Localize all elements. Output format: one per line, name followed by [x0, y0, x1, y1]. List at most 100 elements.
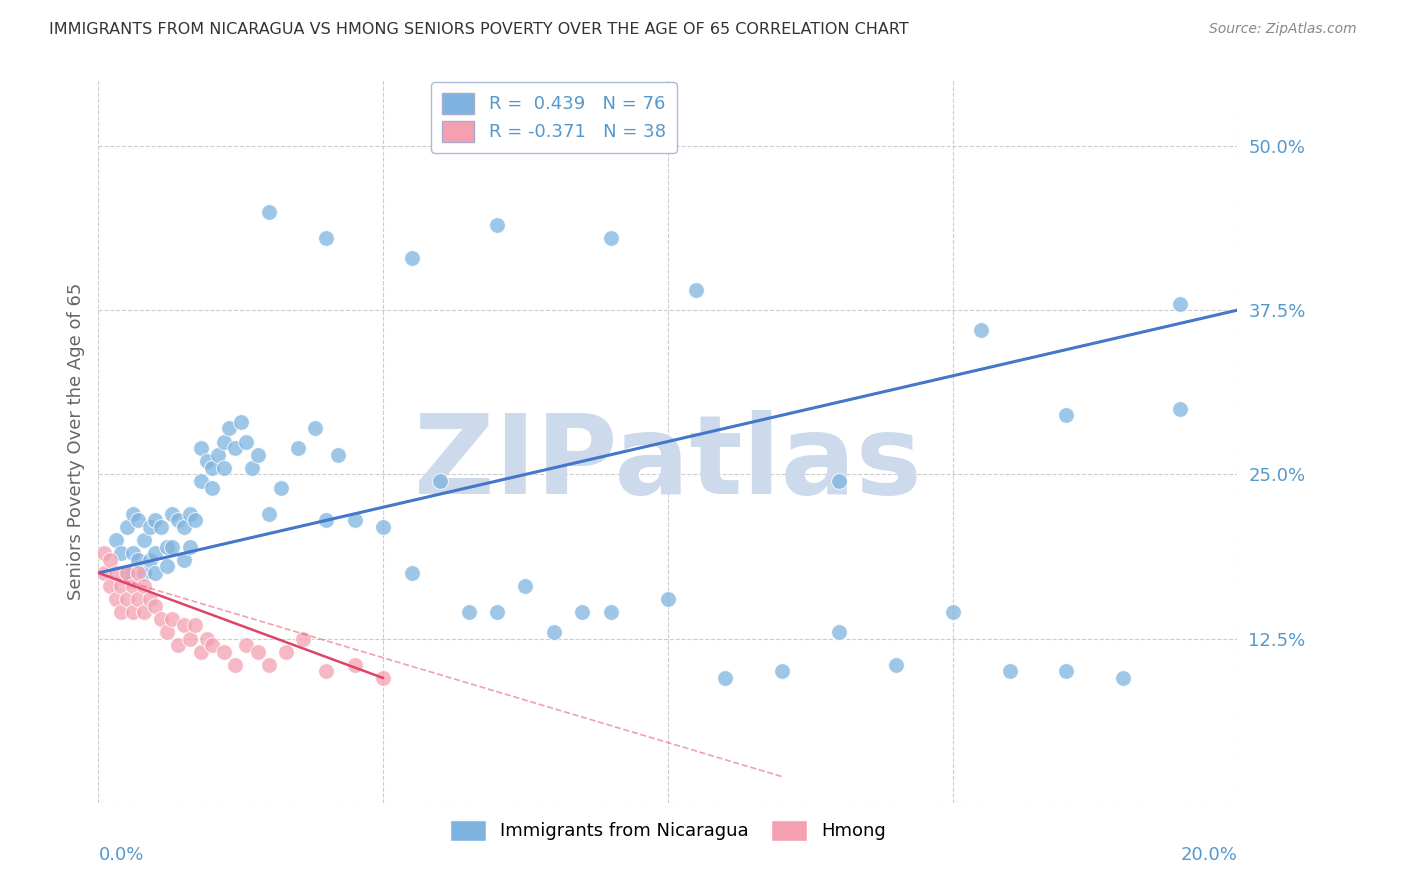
Point: [145, 513, 167, 527]
Point: [162, 540, 184, 554]
Point: [115, 566, 138, 580]
Point: [162, 507, 184, 521]
Point: [343, 513, 366, 527]
Point: [104, 592, 127, 607]
Point: [1112, 671, 1135, 685]
Point: [343, 657, 366, 672]
Point: [212, 434, 235, 449]
Point: [173, 618, 195, 632]
Point: [486, 218, 509, 232]
Point: [179, 507, 201, 521]
Point: [98, 579, 121, 593]
Point: [246, 448, 269, 462]
Point: [224, 441, 246, 455]
Text: 0.0%: 0.0%: [98, 847, 143, 864]
Point: [156, 559, 179, 574]
Text: IMMIGRANTS FROM NICARAGUA VS HMONG SENIORS POVERTY OVER THE AGE OF 65 CORRELATIO: IMMIGRANTS FROM NICARAGUA VS HMONG SENIO…: [49, 22, 908, 37]
Point: [714, 671, 737, 685]
Point: [145, 599, 167, 613]
Point: [828, 625, 851, 640]
Point: [150, 520, 173, 534]
Text: Source: ZipAtlas.com: Source: ZipAtlas.com: [1209, 22, 1357, 37]
Point: [93, 566, 115, 580]
Point: [132, 579, 155, 593]
Point: [201, 460, 224, 475]
Point: [190, 474, 212, 488]
Point: [229, 415, 252, 429]
Point: [770, 665, 793, 679]
Point: [942, 605, 965, 619]
Point: [543, 625, 565, 640]
Point: [190, 441, 212, 455]
Point: [138, 520, 160, 534]
Point: [104, 566, 127, 580]
Point: [127, 566, 149, 580]
Point: [287, 441, 309, 455]
Point: [828, 474, 851, 488]
Point: [218, 421, 240, 435]
Point: [184, 618, 207, 632]
Point: [315, 513, 337, 527]
Point: [167, 513, 190, 527]
Point: [315, 231, 337, 245]
Point: [127, 592, 149, 607]
Point: [110, 605, 132, 619]
Point: [167, 638, 190, 652]
Point: [115, 520, 138, 534]
Point: [201, 481, 224, 495]
Point: [98, 553, 121, 567]
Text: ZIPatlas: ZIPatlas: [413, 409, 922, 516]
Point: [179, 540, 201, 554]
Point: [184, 513, 207, 527]
Point: [156, 625, 179, 640]
Point: [145, 546, 167, 560]
Point: [600, 231, 623, 245]
Point: [121, 579, 143, 593]
Point: [201, 638, 224, 652]
Point: [150, 612, 173, 626]
Point: [195, 632, 218, 646]
Point: [401, 566, 423, 580]
Point: [110, 546, 132, 560]
Text: 20.0%: 20.0%: [1181, 847, 1237, 864]
Point: [1170, 296, 1192, 310]
Point: [93, 546, 115, 560]
Legend: Immigrants from Nicaragua, Hmong: Immigrants from Nicaragua, Hmong: [443, 813, 893, 848]
Point: [304, 421, 326, 435]
Point: [401, 251, 423, 265]
Point: [110, 579, 132, 593]
Point: [457, 605, 479, 619]
Point: [145, 566, 167, 580]
Point: [685, 284, 707, 298]
Point: [212, 460, 235, 475]
Point: [373, 671, 395, 685]
Point: [326, 448, 349, 462]
Point: [224, 657, 246, 672]
Point: [207, 448, 229, 462]
Point: [138, 592, 160, 607]
Point: [486, 605, 509, 619]
Point: [138, 553, 160, 567]
Point: [270, 481, 292, 495]
Point: [259, 204, 281, 219]
Point: [121, 605, 143, 619]
Point: [998, 665, 1021, 679]
Point: [156, 540, 179, 554]
Point: [429, 474, 451, 488]
Point: [121, 507, 143, 521]
Point: [127, 513, 149, 527]
Point: [212, 645, 235, 659]
Point: [235, 638, 257, 652]
Point: [970, 323, 993, 337]
Point: [571, 605, 593, 619]
Point: [1056, 409, 1078, 423]
Point: [246, 645, 269, 659]
Point: [115, 592, 138, 607]
Point: [104, 533, 127, 547]
Point: [515, 579, 537, 593]
Point: [115, 566, 138, 580]
Point: [162, 612, 184, 626]
Point: [276, 645, 298, 659]
Point: [259, 507, 281, 521]
Point: [259, 657, 281, 672]
